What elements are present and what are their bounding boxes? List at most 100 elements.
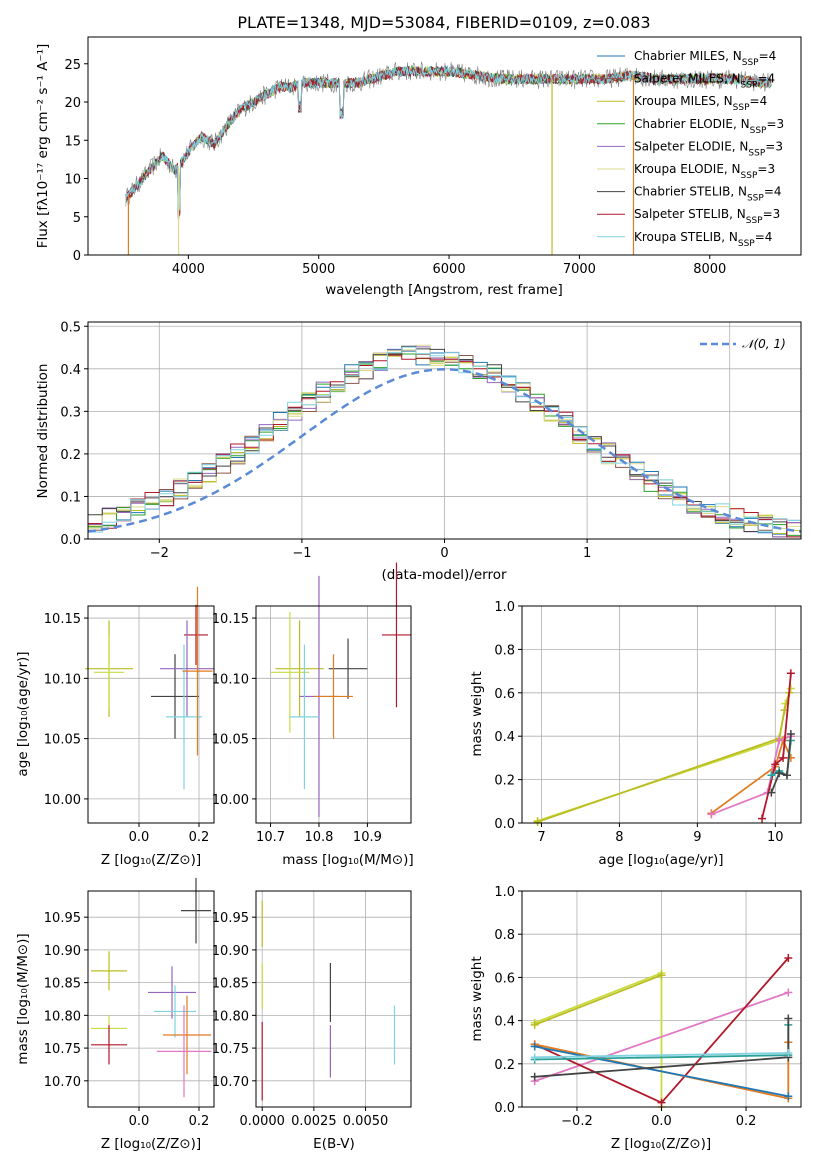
y-tick-label: 10.10 xyxy=(212,672,249,687)
histogram-step-8 xyxy=(87,354,801,539)
x-tick-label: 0.0 xyxy=(129,830,150,845)
y-tick-label: 0.6 xyxy=(494,687,515,702)
x-tick-label: −1 xyxy=(292,546,311,561)
weight-marker xyxy=(784,1092,793,1101)
y-tick-label: 10.70 xyxy=(212,1075,249,1090)
weight-line-2 xyxy=(534,974,662,1026)
weight-age-frame xyxy=(521,605,802,824)
y-tick-label: 10.75 xyxy=(212,1042,249,1057)
y-tick-label: 10.15 xyxy=(212,612,249,627)
weight-line-7 xyxy=(770,733,792,793)
age-mass-frame xyxy=(255,605,412,824)
weight-marker xyxy=(767,771,776,780)
y-tick-label: 15 xyxy=(64,134,81,149)
x-tick-label: 10.8 xyxy=(304,830,333,845)
residual-histogram-panel: −2 −1 0 1 2 0.0 0.1 0.2 0.3 0.4 0.5 (data-model)/e… xyxy=(35,320,802,583)
y-tick-label: 0.0 xyxy=(494,1101,515,1116)
x-tick-label: 10.7 xyxy=(256,830,285,845)
age-vs-mass-panel: 10.7 10.8 10.9 10.00 10.05 10.10 10.15 mass [l… xyxy=(212,562,414,868)
y-tick-label: 10.90 xyxy=(212,944,249,959)
y-tick-label: 0.8 xyxy=(494,643,515,658)
y-tick-label: 10.10 xyxy=(44,672,81,687)
y-tick-label: 10.95 xyxy=(212,911,249,926)
mass-z-frame xyxy=(87,890,215,1108)
weight-age-xlabel: age [log₁₀(age/yr)] xyxy=(598,852,723,868)
weight-marker xyxy=(786,730,795,739)
x-tick-label: 0.0000 xyxy=(239,1114,285,1129)
x-tick-label: 0.0 xyxy=(129,1114,150,1129)
weight-line-2 xyxy=(537,692,791,823)
x-tick-label: 10 xyxy=(767,830,784,845)
weight-marker xyxy=(784,953,793,962)
histogram-step-9 xyxy=(87,346,801,539)
x-tick-label: 7000 xyxy=(563,262,596,277)
x-tick-label: 9 xyxy=(693,830,701,845)
weight-z-ylabel: mass weight xyxy=(469,956,485,1041)
y-tick-label: 10.80 xyxy=(212,1009,249,1024)
weight-marker xyxy=(533,817,542,826)
normal-legend-label: 𝒩(0, 1) xyxy=(742,337,786,351)
x-tick-label: 0.2 xyxy=(736,1114,757,1129)
y-tick-label: 10.85 xyxy=(44,977,81,992)
y-tick-label: 10.70 xyxy=(44,1075,81,1090)
y-tick-label: 10.00 xyxy=(44,793,81,808)
x-tick-label: 2 xyxy=(726,546,734,561)
weight-marker xyxy=(782,771,791,780)
x-tick-label: −0.2 xyxy=(561,1114,593,1129)
y-tick-label: 0.4 xyxy=(494,1015,515,1030)
y-tick-label: 10.95 xyxy=(44,911,81,926)
y-tick-label: 10.80 xyxy=(44,1009,81,1024)
y-tick-label: 10.05 xyxy=(212,733,249,748)
mass-vs-extinction-panel: 0.0000 0.0025 0.0050 10.70 10.75 10.80 10.85 10… xyxy=(212,890,412,1152)
y-tick-label: 0.0 xyxy=(60,533,81,548)
weight-marker xyxy=(784,1049,793,1057)
y-tick-label: 0.4 xyxy=(494,730,515,745)
x-tick-label: 0 xyxy=(440,546,448,561)
y-tick-label: 0.0 xyxy=(494,817,515,832)
y-tick-label: 1.0 xyxy=(494,885,515,900)
weight-marker xyxy=(775,736,784,745)
y-tick-label: 0.6 xyxy=(494,971,515,986)
y-tick-label: 10.90 xyxy=(44,944,81,959)
y-tick-label: 0.3 xyxy=(60,405,81,420)
weight-marker xyxy=(784,1014,793,1023)
age-mass-xlabel: mass [log₁₀(M/M⊙)] xyxy=(282,852,413,868)
weight-z-xlabel: Z [log₁₀(Z/Z⊙)] xyxy=(611,1136,711,1152)
x-tick-label: 8000 xyxy=(693,262,726,277)
weight-marker xyxy=(786,669,795,678)
y-tick-label: 0.5 xyxy=(60,320,81,335)
y-tick-label: 0.2 xyxy=(494,1058,515,1073)
y-tick-label: 10.00 xyxy=(212,793,249,808)
x-tick-label: 8 xyxy=(615,830,623,845)
weight-marker xyxy=(657,1098,666,1107)
weight-vs-age-panel: 7 8 9 10 0.0 0.2 0.4 0.6 0.8 1.0 age [log₁₀(age/y… xyxy=(469,600,802,868)
mass-z-ylabel: mass [log₁₀(M/M⊙)] xyxy=(15,933,31,1064)
spectrum-panel: PLATE=1348, MJD=53084, FIBERID=0109, z=0… xyxy=(35,13,802,298)
weight-marker xyxy=(779,753,788,762)
mass-z-xlabel: Z [log₁₀(Z/Z⊙)] xyxy=(101,1136,201,1152)
x-tick-label: 5000 xyxy=(302,262,335,277)
weight-marker xyxy=(530,1072,539,1081)
weight-marker xyxy=(530,1042,539,1051)
y-tick-label: 0 xyxy=(73,249,81,264)
weight-age-ylabel: mass weight xyxy=(469,671,485,756)
weight-marker xyxy=(784,988,793,997)
weight-line-6 xyxy=(534,1045,789,1098)
histogram-legend: 𝒩(0, 1) xyxy=(700,337,786,351)
mass-ebv-frame xyxy=(255,890,412,1108)
spectrum-xlabel: wavelength [Angstrom, rest frame] xyxy=(325,282,563,298)
weight-line-5 xyxy=(761,673,792,819)
y-tick-label: 25 xyxy=(64,58,81,73)
y-tick-label: 0.2 xyxy=(60,448,81,463)
x-tick-label: 0.0 xyxy=(651,1114,672,1129)
weight-marker xyxy=(786,684,795,693)
weight-marker xyxy=(707,810,716,819)
x-tick-label: 1 xyxy=(583,546,591,561)
x-tick-label: 0.0025 xyxy=(291,1114,337,1129)
x-tick-label: 0.2 xyxy=(189,830,210,845)
normal-curve xyxy=(87,368,802,533)
y-tick-label: 10 xyxy=(64,173,81,188)
y-tick-label: 0.4 xyxy=(60,363,81,378)
weight-marker xyxy=(767,788,776,797)
